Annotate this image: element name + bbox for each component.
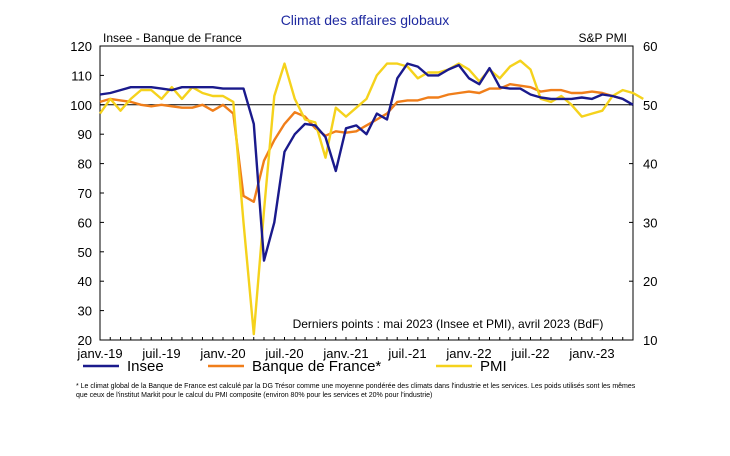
left-tick-label: 40 (78, 274, 92, 289)
right-tick-label: 60 (643, 39, 657, 54)
x-axis: janv.-19 juil.-19 janv.-20 juil.-20 janv.-21… (76, 337, 634, 361)
chart: Climat des affaires globaux Insee - Banq… (70, 12, 657, 375)
left-axis-label: Insee - Banque de France (103, 31, 242, 45)
last-points-annotation: Derniers points : mai 2023 (Insee et PMI… (293, 317, 604, 331)
right-tick-label: 20 (643, 274, 657, 289)
left-axis: 20 30 40 50 60 70 80 90 100 110 120 (70, 39, 104, 348)
right-tick-label: 30 (643, 215, 657, 230)
right-tick-label: 10 (643, 333, 657, 348)
right-axis-label: S&P PMI (579, 31, 627, 45)
x-tick-label: juil.-22 (510, 346, 549, 361)
x-tick-label: janv.-20 (199, 346, 245, 361)
right-tick-label: 50 (643, 98, 657, 113)
series-line-pmi (99, 59, 644, 336)
left-tick-label: 30 (78, 304, 92, 319)
left-tick-label: 90 (78, 127, 92, 142)
right-tick-label: 40 (643, 157, 657, 172)
left-tick-label: 20 (78, 333, 92, 348)
x-tick-label: janv.-19 (76, 346, 122, 361)
legend-label: Banque de France* (252, 358, 381, 375)
left-tick-label: 70 (78, 186, 92, 201)
left-tick-label: 50 (78, 245, 92, 260)
x-tick-label: juil.-20 (264, 346, 303, 361)
left-tick-label: 110 (71, 68, 92, 83)
left-tick-label: 60 (78, 215, 92, 230)
series-line-insee (99, 62, 634, 262)
right-axis: 10 20 30 40 50 60 (629, 39, 657, 348)
x-tick-label: juil.-21 (387, 346, 426, 361)
legend-label: Insee (127, 358, 164, 375)
left-tick-label: 120 (70, 39, 92, 54)
left-tick-label: 100 (70, 98, 92, 113)
x-tick-label: juil.-19 (141, 346, 180, 361)
legend: Insee Banque de France* PMI (83, 358, 507, 375)
x-tick-label: janv.-22 (445, 346, 491, 361)
footnote: * Le climat global de la Banque de Franc… (76, 383, 636, 399)
x-tick-label: janv.-23 (568, 346, 614, 361)
series-lines (99, 59, 644, 336)
x-tick-label: janv.-21 (322, 346, 368, 361)
left-tick-label: 80 (78, 157, 92, 172)
chart-title: Climat des affaires globaux (281, 12, 450, 28)
legend-label: PMI (480, 358, 507, 375)
